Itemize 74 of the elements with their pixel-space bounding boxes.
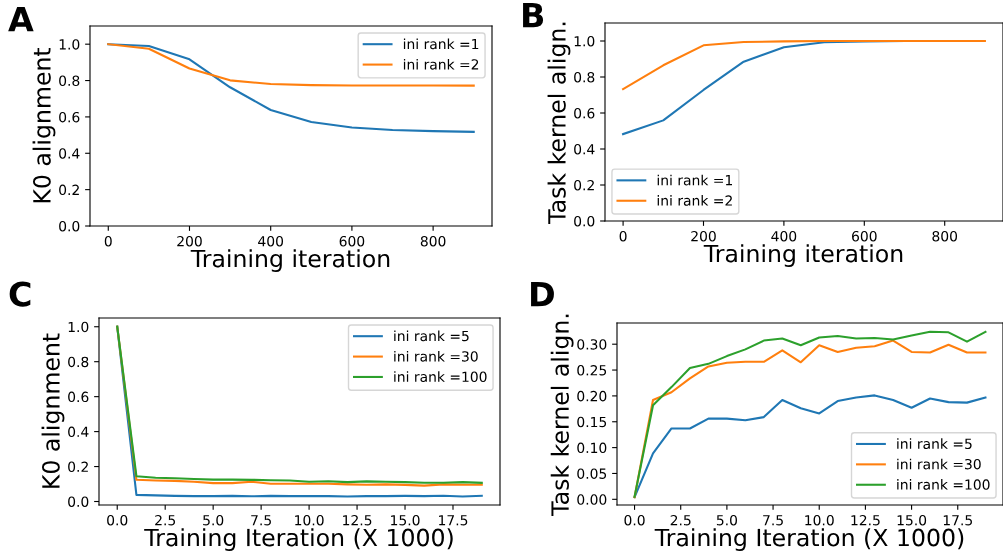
x-tick-label: 10.0 (295, 514, 324, 526)
x-tick-label: 200 (177, 235, 202, 247)
y-axis-title: Task kernel align. (550, 314, 574, 516)
x-tick-label: 2.5 (155, 514, 176, 526)
x-tick-label: 15.0 (897, 514, 927, 526)
x-tick-label: 17.5 (943, 515, 972, 526)
x-tick-label: 10.0 (805, 514, 834, 526)
legend-label: ini rank =5 (897, 438, 972, 450)
y-tick-label: 0.8 (574, 71, 595, 83)
legend-label: ini rank =2 (657, 195, 732, 206)
y-tick-label: 0.6 (574, 107, 595, 119)
y-tick-label: 0.0 (59, 220, 80, 232)
chart-title: D (531, 281, 554, 307)
x-tick-label: 7.5 (251, 515, 271, 526)
y-tick-label: 1.0 (574, 35, 595, 47)
x-tick-label: 0 (104, 235, 112, 247)
y-tick-label: 0.2 (68, 461, 88, 473)
x-tick-label: 600 (852, 230, 877, 242)
x-tick-label: 0.0 (624, 514, 645, 526)
y-tick-label: 0.4 (68, 426, 89, 438)
y-tick-label: 0.05 (577, 468, 607, 479)
y-tick-label: 0.0 (68, 496, 89, 507)
legend-label: ini rank =1 (403, 38, 479, 50)
y-axis-title: Task kernel align. (547, 22, 571, 224)
x-axis-title: Training Iteration (X 1000) (144, 528, 453, 552)
x-tick-label: 12.5 (343, 514, 372, 526)
x-tick-label: 600 (339, 235, 365, 247)
x-tick-label: 5.0 (716, 514, 738, 526)
chart-title: C (9, 281, 31, 307)
legend-label: ini rank =100 (394, 371, 487, 383)
x-axis-title: Training Iteration (X 1000) (654, 528, 964, 552)
x-tick-label: 400 (771, 230, 797, 242)
line-series (622, 39, 986, 91)
chart-title: A (8, 6, 34, 32)
y-tick-label: 1.0 (59, 39, 80, 50)
x-tick-label: 5.0 (203, 514, 224, 526)
y-axis-title: K0 alignment (32, 47, 56, 203)
y-tick-label: 0.6 (59, 111, 80, 123)
legend-label: ini rank =30 (394, 350, 478, 362)
legend-label: ini rank =1 (657, 174, 732, 186)
x-tick-label: 7.5 (763, 515, 783, 526)
x-tick-label: 0.0 (107, 514, 128, 526)
y-tick-label: 0.8 (68, 356, 89, 368)
legend-label: ini rank =2 (403, 58, 479, 70)
x-tick-label: 0 (619, 230, 627, 242)
legend-label: ini rank =5 (394, 330, 469, 342)
legend-label: ini rank =100 (897, 479, 990, 490)
y-tick-label: 0.00 (577, 494, 607, 505)
x-tick-label: 200 (691, 230, 716, 242)
x-axis-title: Training iteration (190, 249, 390, 273)
y-tick-label: 1.0 (68, 321, 89, 333)
x-tick-label: 17.5 (439, 515, 468, 526)
y-tick-label: 0.0 (574, 215, 595, 227)
x-tick-label: 12.5 (851, 514, 880, 526)
x-tick-label: 800 (932, 230, 958, 242)
y-tick-label: 0.20 (577, 390, 607, 402)
y-axis-title: K0 alignment (41, 333, 65, 488)
y-tick-label: 0.2 (59, 184, 79, 196)
legend-label: ini rank =30 (897, 458, 981, 470)
y-tick-label: 0.30 (577, 339, 607, 350)
y-tick-label: 0.6 (68, 391, 89, 403)
y-tick-label: 0.8 (59, 75, 80, 87)
y-tick-label: 0.4 (574, 143, 595, 155)
chart-title: B (523, 2, 544, 28)
x-tick-label: 15.0 (391, 514, 420, 526)
y-tick-label: 0.2 (574, 179, 594, 191)
y-tick-label: 0.15 (577, 416, 607, 428)
y-tick-label: 0.4 (59, 148, 80, 159)
x-tick-label: 800 (420, 235, 446, 247)
x-tick-label: 2.5 (670, 514, 691, 526)
y-tick-label: 0.10 (577, 442, 607, 454)
x-axis-title: Training iteration (703, 244, 903, 268)
y-tick-label: 0.25 (577, 365, 607, 376)
x-tick-label: 400 (258, 235, 284, 247)
